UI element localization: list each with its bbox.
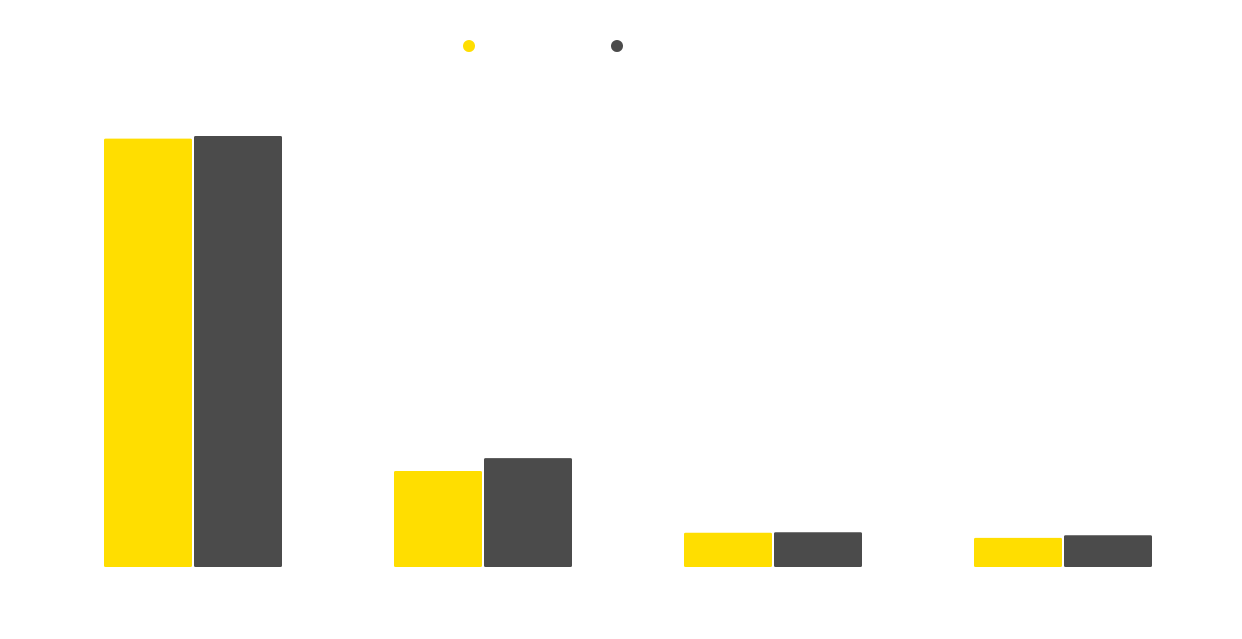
- legend-marker-series-2: [611, 40, 623, 52]
- bar-series-2-category-1: [194, 136, 282, 567]
- bar-series-1-category-2: [394, 471, 482, 567]
- bar-series-2-category-2: [484, 458, 572, 567]
- bar-series-1-category-1: [104, 138, 192, 568]
- bar-series-1-category-4: [974, 537, 1062, 567]
- bar-series-2-category-4: [1064, 535, 1152, 567]
- bar-series-1-category-3: [684, 532, 772, 567]
- legend: [463, 40, 623, 52]
- bars: [104, 136, 1152, 568]
- legend-marker-series-1: [463, 40, 475, 52]
- bar-series-2-category-3: [774, 532, 862, 567]
